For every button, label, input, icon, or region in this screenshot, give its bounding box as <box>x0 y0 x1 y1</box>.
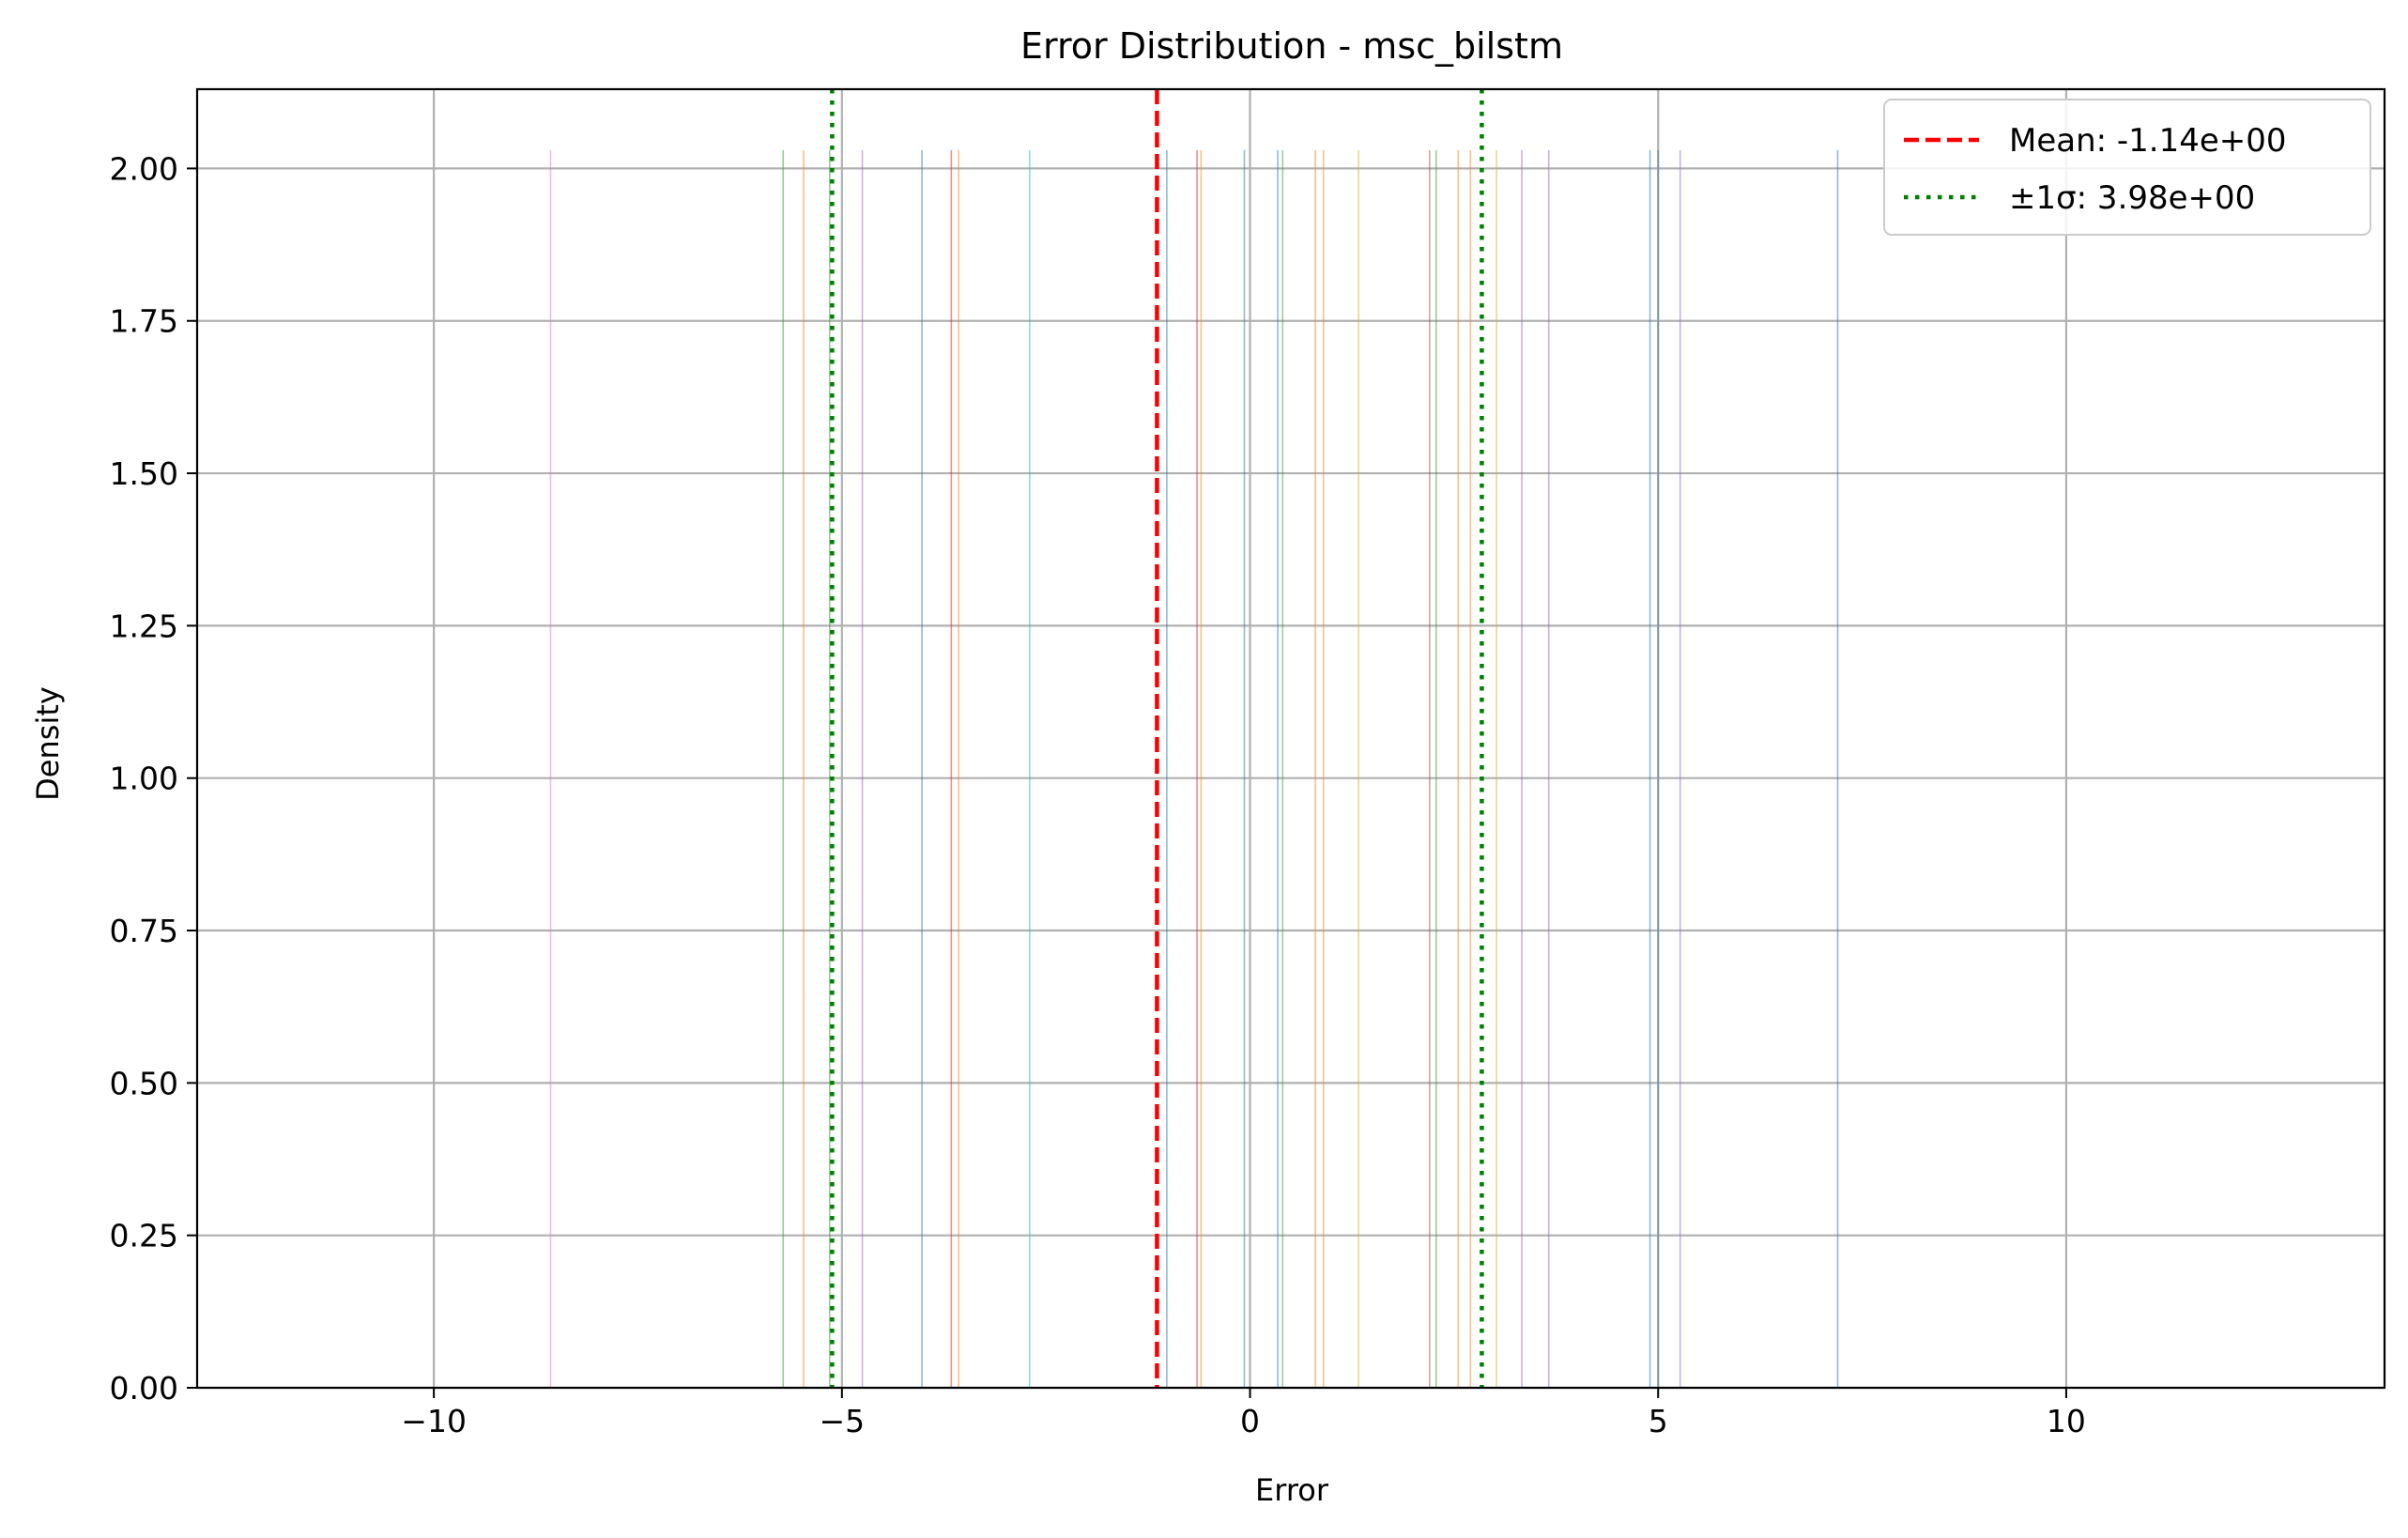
x-tick-label: −5 <box>820 1403 866 1439</box>
histogram-bar <box>1657 149 1660 1389</box>
histogram-bar <box>1029 149 1031 1389</box>
plot-frame <box>195 87 2386 1390</box>
y-tick-label: 1.50 <box>110 455 178 492</box>
x-tick-label: 10 <box>2047 1403 2086 1439</box>
histogram-bar <box>958 149 959 1389</box>
histogram-bar <box>1281 149 1284 1389</box>
histogram-bar <box>782 149 785 1389</box>
histogram-bars <box>549 149 1839 1389</box>
histogram-bar <box>1200 149 1203 1389</box>
x-tick-label: 0 <box>1240 1403 1260 1439</box>
y-axis-label: Density <box>30 686 66 801</box>
histogram-bar <box>921 149 923 1389</box>
histogram-bar <box>1649 149 1651 1389</box>
histogram-bar <box>950 149 953 1389</box>
legend-box <box>1883 99 2371 236</box>
legend-sigma-label: ±1σ: 3.98e+00 <box>2009 179 2255 217</box>
chart-title: Error Distribution - msc_bilstm <box>1020 25 1563 67</box>
grid-layer <box>197 89 2385 1390</box>
histogram-bar <box>829 149 831 1389</box>
histogram-bar <box>1357 149 1359 1389</box>
histogram-bar <box>1434 149 1437 1389</box>
y-tick-label: 0.25 <box>110 1218 178 1254</box>
axes <box>195 87 2386 1390</box>
y-tick-label: 0.00 <box>110 1370 178 1407</box>
histogram-bar <box>1495 149 1497 1389</box>
histogram-bar <box>1314 149 1316 1389</box>
y-tick-label: 0.50 <box>110 1065 178 1101</box>
ticks: −10 −5 0 5 10 0.00 0.25 0.50 0.75 1.00 1.25 1.50 1.7… <box>110 150 2086 1439</box>
histogram-bar <box>1243 149 1246 1389</box>
histogram-bar <box>1521 149 1523 1389</box>
x-axis-label: Error <box>1255 1472 1329 1508</box>
reference-lines <box>830 89 1484 1388</box>
histogram-bar <box>1277 149 1279 1389</box>
histogram-bar <box>803 149 805 1389</box>
histogram-bar <box>1166 149 1168 1389</box>
legend: Mean: -1.14e+00 ±1σ: 3.98e+00 <box>1883 99 2371 236</box>
histogram-bar <box>861 149 864 1389</box>
histogram-bar <box>1457 149 1460 1389</box>
y-tick-label: 1.25 <box>110 608 178 644</box>
histogram-bar <box>1196 149 1198 1389</box>
histogram-bar <box>1836 149 1839 1389</box>
histogram-bar <box>549 149 552 1389</box>
x-tick-label: 5 <box>1649 1403 1668 1439</box>
y-tick-label: 2.00 <box>110 150 178 187</box>
legend-mean-label: Mean: -1.14e+00 <box>2009 122 2287 160</box>
histogram-bar <box>1547 149 1550 1389</box>
y-tick-label: 1.00 <box>110 761 178 797</box>
y-tick-label: 1.75 <box>110 303 178 340</box>
histogram-bar <box>1429 149 1431 1389</box>
histogram-bar <box>1322 149 1325 1389</box>
x-tick-label: −10 <box>401 1403 467 1439</box>
y-tick-label: 0.75 <box>110 913 178 949</box>
histogram-bar <box>1469 149 1472 1389</box>
histogram-bar <box>1679 149 1681 1389</box>
